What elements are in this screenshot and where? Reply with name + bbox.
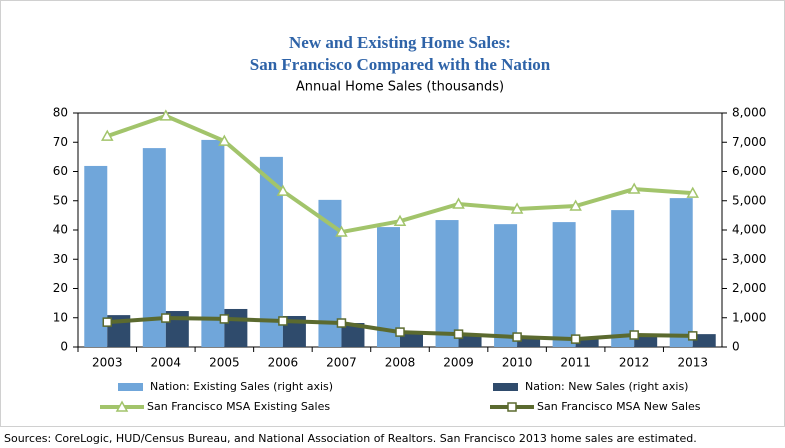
- x-tick-label: 2013: [677, 356, 708, 370]
- bar: [201, 139, 225, 347]
- x-tick-label: 2012: [619, 356, 650, 370]
- line-marker: [393, 214, 407, 226]
- line-marker: [159, 109, 173, 121]
- y2-tick-label: 2,000: [732, 281, 766, 295]
- legend-swatch: [118, 383, 143, 391]
- line-marker: [686, 186, 700, 198]
- line-marker: [335, 225, 348, 237]
- bar: [142, 148, 166, 347]
- line-marker: [570, 334, 581, 344]
- y-tick-label: 40: [53, 223, 68, 237]
- bar: [692, 334, 716, 347]
- bar: [259, 156, 283, 347]
- line-marker: [276, 184, 290, 196]
- bar: [517, 337, 541, 347]
- y2-tick-label: 5,000: [732, 193, 766, 207]
- y-tick-label: 70: [53, 135, 68, 149]
- line-marker: [629, 330, 639, 340]
- y2-tick-label: 7,000: [732, 135, 766, 149]
- line-marker: [627, 182, 641, 194]
- line-marker: [510, 202, 524, 214]
- bar: [494, 224, 518, 347]
- y2-tick-label: 1,000: [732, 310, 766, 324]
- line-marker: [100, 129, 114, 141]
- legend-marker: [507, 402, 517, 412]
- bar: [458, 335, 482, 347]
- y2-tick-label: 0: [732, 340, 740, 354]
- line-marker: [161, 313, 171, 323]
- chart-subtitle: Annual Home Sales (thousands): [296, 80, 504, 95]
- y-tick-label: 60: [53, 164, 68, 178]
- source-note: Sources: CoreLogic, HUD/Census Bureau, a…: [4, 432, 697, 445]
- bar: [552, 222, 576, 347]
- y2-tick-label: 6,000: [732, 164, 766, 178]
- x-tick-label: 2003: [92, 356, 123, 370]
- line-marker: [219, 314, 230, 324]
- line-marker: [102, 317, 113, 327]
- y-tick-label: 20: [53, 281, 68, 295]
- legend-label: San Francisco MSA New Sales: [537, 400, 701, 413]
- bar: [400, 332, 423, 347]
- legend-label: Nation: Existing Sales (right axis): [150, 380, 333, 393]
- x-tick-label: 2009: [443, 356, 474, 370]
- line-marker: [512, 332, 522, 342]
- bar: [282, 315, 306, 347]
- x-tick-label: 2006: [268, 356, 299, 370]
- y-tick-label: 30: [53, 252, 68, 266]
- line-marker: [278, 316, 288, 326]
- x-tick-label: 2008: [385, 356, 416, 370]
- chart-title: New and Existing Home Sales:: [289, 33, 511, 52]
- bar: [669, 198, 693, 347]
- y-tick-label: 50: [53, 193, 68, 207]
- y-tick-label: 0: [60, 340, 68, 354]
- bar: [341, 323, 365, 347]
- line-marker: [687, 331, 698, 341]
- x-tick-label: 2004: [151, 356, 182, 370]
- x-tick-label: 2011: [560, 356, 591, 370]
- line-marker: [395, 327, 405, 337]
- line-series: [106, 113, 693, 235]
- y-tick-label: 80: [53, 106, 68, 120]
- y-tick-label: 10: [53, 310, 68, 324]
- line-marker: [336, 318, 347, 328]
- bar: [634, 335, 658, 347]
- legend-label: San Francisco MSA Existing Sales: [147, 400, 330, 413]
- bar: [84, 165, 108, 347]
- line-marker: [218, 134, 231, 146]
- bar: [377, 227, 400, 347]
- x-tick-label: 2005: [209, 356, 240, 370]
- legend-marker: [115, 400, 129, 412]
- x-tick-label: 2010: [502, 356, 533, 370]
- y2-tick-label: 3,000: [732, 252, 766, 266]
- line-marker: [453, 329, 464, 339]
- y2-tick-label: 8,000: [732, 106, 766, 120]
- bar: [575, 337, 599, 347]
- x-tick-label: 2007: [326, 356, 357, 370]
- bar: [611, 210, 635, 347]
- line-marker: [452, 197, 465, 209]
- chart-title-line2: San Francisco Compared with the Nation: [250, 55, 551, 74]
- line-marker: [569, 199, 582, 211]
- bar: [435, 220, 459, 347]
- legend-swatch: [493, 383, 518, 391]
- legend-label: Nation: New Sales (right axis): [525, 380, 688, 393]
- y2-tick-label: 4,000: [732, 223, 766, 237]
